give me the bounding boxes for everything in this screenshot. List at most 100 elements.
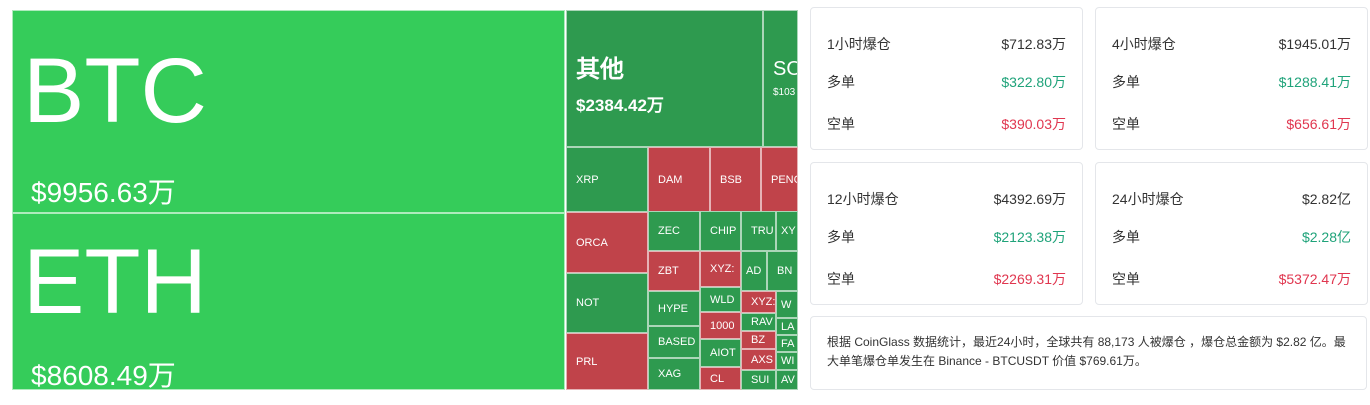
- stat-card: 1小时爆仓 $712.83万多单 $322.80万空单 $390.03万: [810, 7, 1083, 150]
- stat-row: 多单 $1288.41万: [1112, 72, 1351, 92]
- tile-value: $8608.49万: [31, 360, 176, 390]
- stat-value: $1945.01万: [1278, 36, 1351, 52]
- tile-label: DAM: [658, 173, 683, 186]
- treemap-tile: BZ: [741, 331, 776, 349]
- stat-label: 1小时爆仓: [827, 36, 891, 52]
- stat-label: 4小时爆仓: [1112, 36, 1176, 52]
- stat-value: $2.82亿: [1301, 191, 1351, 207]
- treemap-tile: AV: [776, 370, 798, 390]
- stat-value: $712.83万: [1001, 36, 1066, 52]
- treemap-tile: ZEC: [648, 211, 700, 251]
- tile-label: 其他: [576, 56, 624, 83]
- stat-card: 24小时爆仓 $2.82亿 多单 $2.28亿 空单 $5372.47万: [1095, 162, 1368, 305]
- tile-label: AV: [781, 374, 795, 386]
- treemap-tile: BSB: [710, 147, 761, 212]
- tile-label: CL: [710, 372, 725, 385]
- stat-label: 多单: [1112, 74, 1140, 90]
- treemap-tile: TRU: [741, 211, 776, 251]
- treemap-tile: 1000: [700, 312, 741, 339]
- treemap-tile: XAG: [648, 358, 700, 390]
- stat-row: 12小时爆仓 $4392.69万: [827, 189, 1066, 209]
- stat-row: 多单 $2123.38万: [827, 227, 1066, 247]
- stat-value: $322.80万: [1001, 74, 1066, 90]
- treemap-tile: W: [776, 291, 798, 318]
- stat-label: 空单: [827, 116, 855, 132]
- treemap-tile: RAV: [741, 313, 776, 331]
- stat-label: 空单: [1112, 116, 1140, 132]
- tile-label: PENG: [771, 173, 797, 186]
- stat-row: 1小时爆仓 $712.83万: [827, 34, 1066, 54]
- treemap-tile: XRP: [566, 147, 648, 212]
- stat-row: 空单 $2269.31万: [827, 269, 1066, 289]
- tile-label: W: [781, 298, 792, 311]
- tile-label: BASED: [658, 336, 696, 348]
- stat-card: 4小时爆仓 $1945.01万多单 $1288.41万空单 $656.61万: [1095, 7, 1368, 150]
- tile-label: RAV: [751, 316, 773, 328]
- tile-label: CHIP: [710, 225, 737, 237]
- tile-label: SUI: [751, 374, 770, 386]
- tile-label: FA: [781, 337, 795, 350]
- stat-value: $656.61万: [1286, 116, 1351, 132]
- stat-value: $2123.38万: [993, 229, 1066, 245]
- tile-label: PRL: [576, 355, 598, 368]
- tile-label: BN: [777, 265, 793, 277]
- treemap-tile: FA: [776, 335, 798, 352]
- tile-label: AXS: [751, 353, 774, 366]
- treemap-tile: PRL: [566, 333, 648, 390]
- stat-value: $2269.31万: [993, 271, 1066, 287]
- treemap-tile: DAM: [648, 147, 710, 212]
- tile-label: HYPE: [658, 302, 688, 315]
- treemap-tile: CHIP: [700, 211, 741, 251]
- treemap-tile: SUI: [741, 370, 776, 390]
- treemap-tile: ORCA: [566, 212, 648, 273]
- treemap-tile: AD: [741, 251, 767, 291]
- treemap-tile: BASED: [648, 326, 700, 358]
- treemap-tile: XYZ:: [741, 291, 776, 313]
- tile-label: XAG: [658, 368, 682, 380]
- tile-label: 1000: [710, 319, 735, 332]
- stat-row: 空单 $656.61万: [1112, 114, 1351, 134]
- tile-label: ETH: [23, 231, 207, 333]
- stat-label: 多单: [827, 229, 855, 245]
- treemap-tile: BTC $9956.63万: [12, 10, 565, 213]
- stat-row: 24小时爆仓 $2.82亿: [1112, 189, 1351, 209]
- treemap-tile: CL: [700, 367, 741, 390]
- stat-value: $390.03万: [1001, 116, 1066, 132]
- treemap-tile: BN: [767, 251, 798, 291]
- treemap-tile: WLD: [700, 287, 741, 312]
- stat-label: 空单: [1112, 271, 1140, 287]
- tile-label: BZ: [751, 334, 766, 346]
- treemap-tile: XYZ:: [700, 251, 741, 287]
- stat-row: 多单 $322.80万: [827, 72, 1066, 92]
- treemap-tile: LA: [776, 318, 798, 335]
- treemap-tile: PENG: [761, 147, 798, 212]
- tile-label: WI: [781, 355, 795, 367]
- tile-label: ORCA: [576, 236, 608, 249]
- treemap-tile: WI: [776, 352, 798, 370]
- treemap-tile: XY: [776, 211, 798, 251]
- tile-label: XYZ:: [710, 263, 735, 275]
- summary-note: 根据 CoinGlass 数据统计，最近24小时，全球共有 88,173 人被爆…: [810, 316, 1367, 390]
- tile-label: BSB: [720, 173, 743, 186]
- tile-label: TRU: [751, 225, 774, 237]
- stat-value: $1288.41万: [1278, 74, 1351, 90]
- tile-label: XY: [781, 225, 796, 237]
- tile-label: BTC: [23, 40, 207, 142]
- tile-label: ZEC: [658, 225, 680, 237]
- treemap: BTC $9956.63万 ETH $8608.49万 其他 $2384.42万 SO $10…: [12, 10, 798, 390]
- stat-label: 多单: [1112, 229, 1140, 245]
- tile-label: SO: [773, 58, 797, 80]
- stat-row: 空单 $5372.47万: [1112, 269, 1351, 289]
- treemap-tile: HYPE: [648, 291, 700, 326]
- tile-label: AIOT: [710, 347, 736, 359]
- stat-label: 多单: [827, 74, 855, 90]
- treemap-tile: ZBT: [648, 251, 700, 291]
- tile-value: $2384.42万: [576, 96, 664, 115]
- stat-label: 24小时爆仓: [1112, 191, 1184, 207]
- tile-label: WLD: [710, 293, 735, 306]
- treemap-tile: 其他 $2384.42万: [566, 10, 763, 147]
- treemap-tile: AIOT: [700, 339, 741, 367]
- stat-row: 4小时爆仓 $1945.01万: [1112, 34, 1351, 54]
- tile-value: $103: [773, 87, 796, 98]
